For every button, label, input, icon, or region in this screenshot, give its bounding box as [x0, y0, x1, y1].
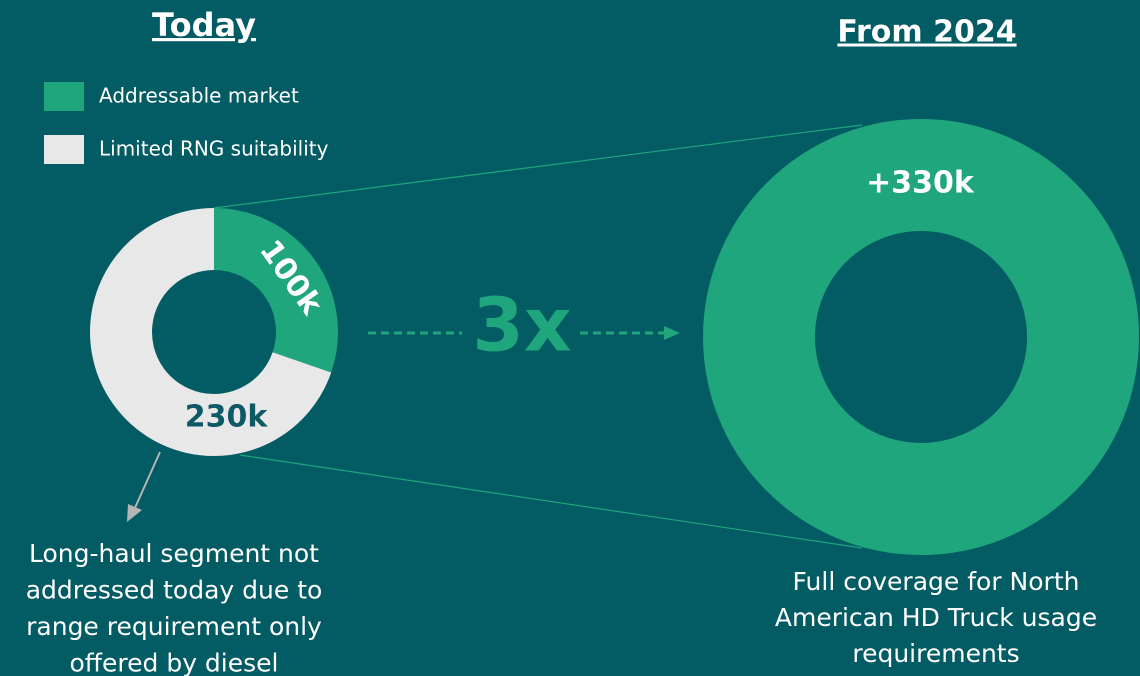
caption-line: requirements: [852, 639, 1019, 668]
chart-title: Today: [152, 6, 256, 44]
arrow-head: [664, 326, 680, 340]
pointer-head: [127, 504, 142, 522]
legend-swatch: [44, 82, 84, 111]
caption-line: American HD Truck usage: [775, 603, 1097, 632]
donut-segment: [703, 119, 1139, 555]
caption-line: Full coverage for North: [793, 567, 1080, 596]
legend-swatch: [44, 135, 84, 164]
multiplier: 3x: [472, 283, 571, 369]
donut-segment: [90, 208, 332, 456]
legend-label: Limited RNG suitability: [99, 137, 329, 161]
donut-segment: [212, 208, 338, 373]
data-label: +330k: [866, 166, 975, 201]
caption-line: Long-haul segment not: [29, 539, 319, 568]
zoom-line: [213, 124, 863, 209]
caption-line: addressed today due to: [26, 576, 323, 605]
legend-label: Addressable market: [99, 84, 299, 108]
caption-line: range requirement only: [26, 612, 322, 641]
pointer-line: [133, 451, 161, 511]
zoom-line: [239, 454, 863, 549]
chart-title: From 2024: [837, 15, 1016, 50]
data-label: 230k: [185, 400, 269, 435]
caption-line: offered by diesel: [70, 649, 279, 676]
